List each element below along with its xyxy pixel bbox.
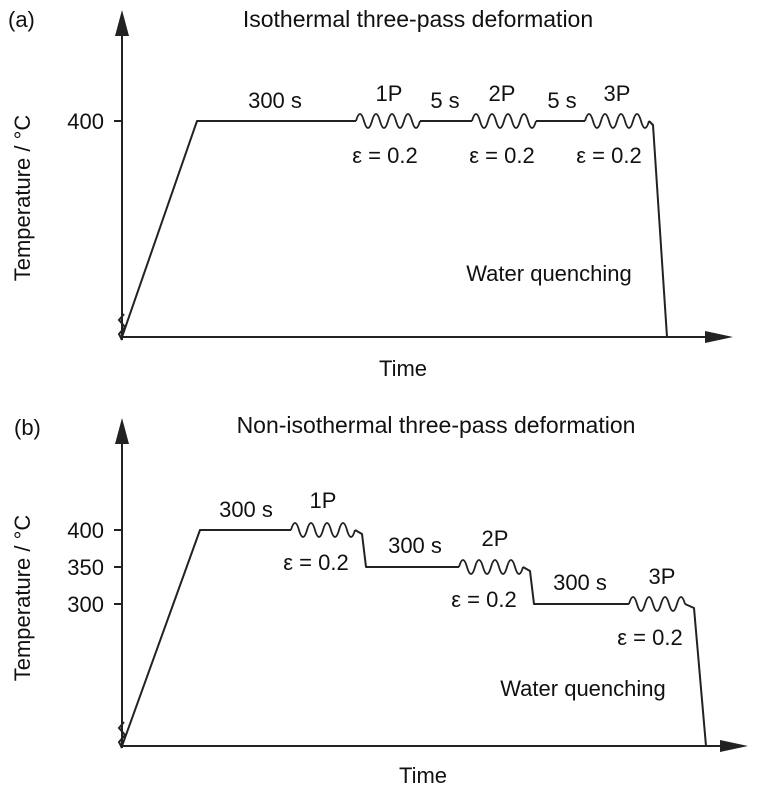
panel-b-pass-2-strain: ε = 0.2 — [451, 587, 516, 612]
panel-b-y-axis-arrow — [115, 418, 129, 444]
panel-a-pass-3-label: 3P — [604, 81, 631, 106]
panel-b-pass-1-wave — [290, 522, 356, 538]
panel-a-title: Isothermal three-pass deformation — [243, 6, 593, 32]
panel-a-pass-3-strain: ε = 0.2 — [576, 143, 641, 168]
panel-b-quench-segment — [684, 603, 707, 747]
panel-b-pass-3-label: 3P — [649, 564, 676, 589]
panel-a-pass-2-label: 2P — [489, 81, 516, 106]
panel-a-y-axis-label: Temperature / °C — [10, 115, 35, 282]
panel-a-x-axis-arrow — [705, 331, 733, 343]
panel-a-interval-1-label: 5 s — [430, 88, 459, 113]
panel-b-x-axis-arrow — [720, 740, 748, 752]
panel-a-y-axis-arrow — [115, 10, 129, 36]
panel-b-interval-1-label: 300 s — [388, 533, 442, 558]
panel-a-pass-2-wave — [471, 113, 537, 129]
panel-a-heating-and-hold-segment — [121, 120, 356, 338]
panel-b-pass-1-label: 1P — [310, 488, 337, 513]
panel-b-heating-and-hold-segment — [121, 529, 291, 747]
panel-b: (b) Non-isothermal three-pass deformatio… — [10, 412, 748, 788]
panel-b-y-axis-label: Temperature / °C — [10, 515, 35, 682]
panel-a-quench-segment — [648, 120, 668, 338]
panel-b-x-axis-label: Time — [399, 763, 447, 788]
panel-b-ytick-label-350: 350 — [67, 555, 104, 580]
panel-a-pass-3-wave — [584, 113, 650, 129]
panel-a-ytick-label-400: 400 — [67, 109, 104, 134]
panel-a-x-axis-label: Time — [379, 356, 427, 381]
panel-b-hold-label: 300 s — [219, 497, 273, 522]
panel-a-label: (a) — [8, 7, 35, 32]
panel-b-pass-2-label: 2P — [482, 526, 509, 551]
panel-a-pass-2-strain: ε = 0.2 — [469, 143, 534, 168]
panel-a-pass-1-label: 1P — [376, 81, 403, 106]
panel-b-label: (b) — [14, 415, 41, 440]
panel-a-pass-1-wave — [355, 113, 421, 129]
panel-a-quench-label: Water quenching — [466, 261, 632, 286]
panel-b-interval-2-label: 300 s — [553, 570, 607, 595]
panel-a-hold-label: 300 s — [248, 88, 302, 113]
panel-b-pass-2-wave — [458, 559, 524, 575]
panel-b-quench-label: Water quenching — [500, 676, 666, 701]
panel-a-pass-1-strain: ε = 0.2 — [352, 143, 417, 168]
panel-b-pass-1-strain: ε = 0.2 — [283, 550, 348, 575]
panel-b-ytick-label-300: 300 — [67, 592, 104, 617]
panel-a-interval-2-label: 5 s — [547, 88, 576, 113]
panel-b-ytick-label-400: 400 — [67, 518, 104, 543]
panel-b-interval-2-segment — [522, 566, 629, 605]
panel-a: (a) Isothermal three-pass deformation 40… — [8, 6, 733, 381]
panel-b-pass-3-strain: ε = 0.2 — [617, 625, 682, 650]
panel-b-title: Non-isothermal three-pass deformation — [237, 412, 636, 438]
panel-b-pass-3-wave — [628, 596, 686, 612]
panel-b-interval-1-segment — [354, 529, 459, 568]
